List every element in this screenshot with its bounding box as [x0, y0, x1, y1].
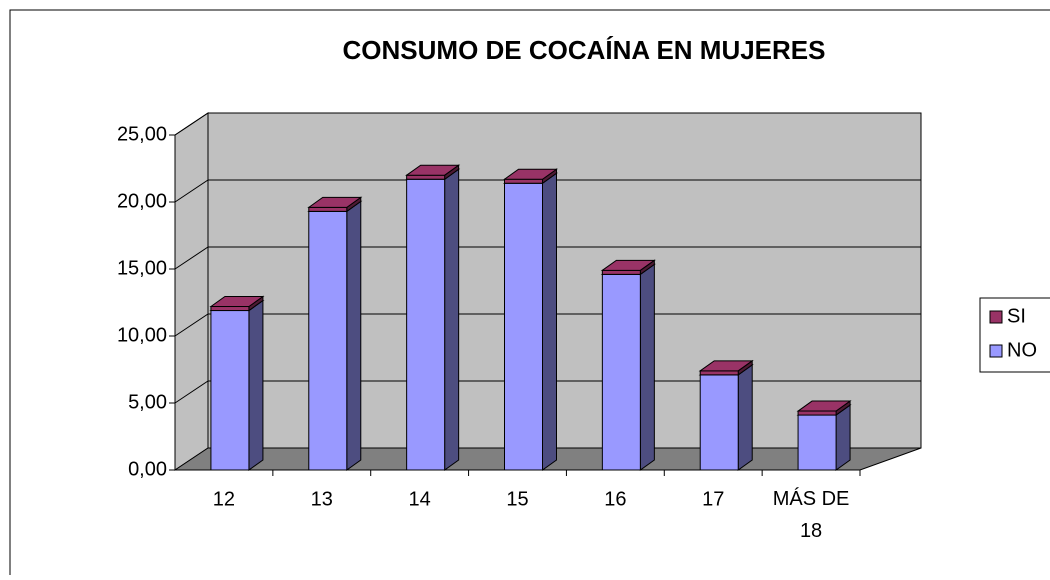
- legend-swatch: [989, 344, 1003, 358]
- x-tick-label: 14: [409, 488, 431, 510]
- bar-top: [405, 164, 461, 176]
- legend-box: [979, 297, 1050, 373]
- bar-front: [210, 306, 250, 312]
- legend-swatch: [989, 310, 1003, 324]
- bar-front: [308, 210, 348, 471]
- side-wall: [174, 112, 209, 471]
- bar-front: [797, 410, 837, 416]
- bar-front: [406, 174, 446, 180]
- grid-line: [174, 380, 921, 404]
- bar: [502, 168, 559, 185]
- bar-side: [444, 168, 460, 471]
- grid-line: [174, 179, 921, 203]
- bar-side: [639, 263, 655, 471]
- bar-front: [308, 206, 348, 212]
- x-tick-label: 15: [506, 488, 528, 510]
- bar: [209, 299, 265, 471]
- x-tick-label: 16: [604, 488, 626, 510]
- bar: [502, 172, 559, 471]
- bar: [209, 295, 265, 312]
- bar-top: [600, 259, 656, 271]
- x-tick-label: 17: [702, 488, 724, 510]
- bar-side: [835, 404, 851, 471]
- bar-top: [307, 196, 363, 208]
- bar: [698, 363, 754, 471]
- y-tick-label: 15,00: [117, 257, 167, 279]
- y-tick-label: 5,00: [128, 391, 167, 413]
- x-tick-label: 13: [311, 488, 333, 510]
- bar-front: [699, 374, 739, 471]
- bar: [698, 359, 754, 376]
- bar: [796, 400, 852, 417]
- bar-front: [601, 273, 641, 471]
- x-tick-label: 12: [213, 488, 235, 510]
- y-tick-label: 0,00: [128, 458, 167, 480]
- bar: [307, 196, 363, 213]
- bar-front: [406, 178, 446, 471]
- bar-top: [502, 168, 559, 180]
- y-tick-label: 10,00: [117, 324, 167, 346]
- bar-front: [504, 182, 543, 471]
- bar-front: [699, 370, 739, 376]
- bar: [600, 259, 656, 276]
- x-tick-label: MÁS DE 18: [773, 487, 850, 542]
- legend-label: SI: [1007, 305, 1026, 327]
- bar-side: [542, 172, 557, 471]
- bar-top: [209, 296, 265, 308]
- bar-front: [797, 414, 837, 471]
- bar: [405, 164, 461, 181]
- bar-top: [796, 400, 852, 412]
- grid-line: [174, 313, 921, 337]
- legend-label: NO: [1007, 339, 1037, 361]
- bar: [307, 200, 363, 471]
- grid-line: [174, 112, 921, 136]
- bar-front: [210, 310, 250, 471]
- bar: [405, 168, 461, 471]
- y-tick-label: 25,00: [117, 123, 167, 145]
- bar: [600, 263, 656, 471]
- y-tick-label: 20,00: [117, 190, 167, 212]
- grid-line: [174, 246, 921, 270]
- chart-title: CONSUMO DE COCAÍNA EN MUJERES: [343, 35, 826, 65]
- bar-side: [737, 363, 753, 471]
- bar-front: [504, 178, 543, 184]
- bar-side: [248, 299, 264, 471]
- bar-top: [698, 360, 754, 372]
- bar-front: [601, 269, 641, 275]
- bar-side: [346, 200, 362, 471]
